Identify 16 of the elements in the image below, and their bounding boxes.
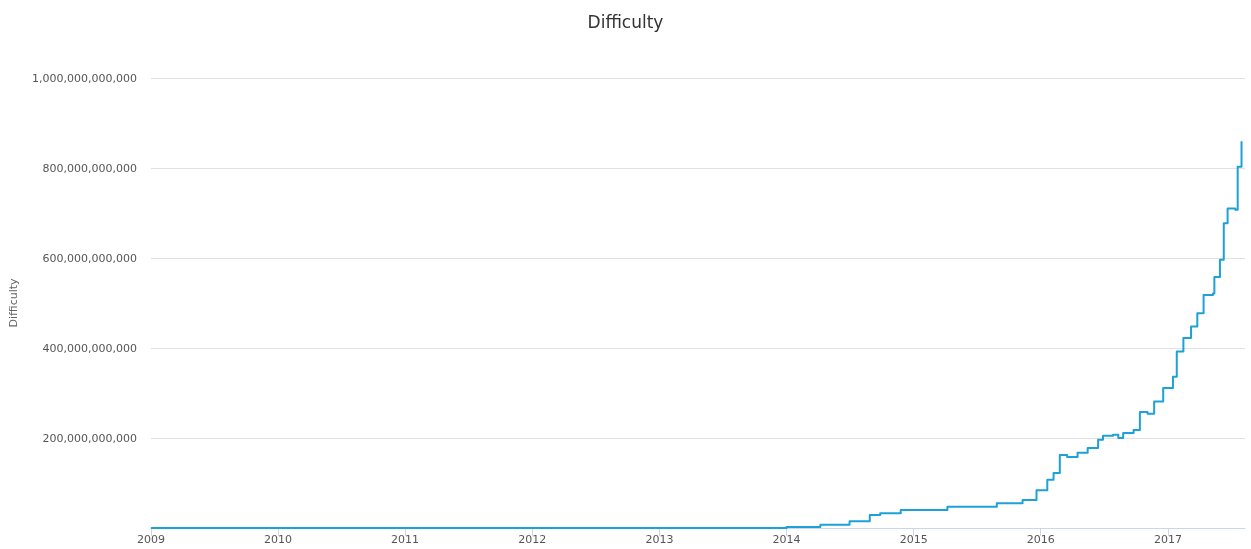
x-tick-label: 2012 bbox=[518, 533, 547, 546]
x-tick-label: 2015 bbox=[899, 533, 928, 546]
y-tick-label: 400,000,000,000 bbox=[42, 341, 137, 355]
y-tick-label: 600,000,000,000 bbox=[42, 251, 137, 265]
x-tick-label: 2014 bbox=[772, 533, 801, 546]
x-tick-label: 2011 bbox=[391, 533, 420, 546]
y-tick-label: 800,000,000,000 bbox=[42, 161, 137, 175]
x-tick-label: 2017 bbox=[1154, 533, 1183, 546]
y-tick-label: 200,000,000,000 bbox=[42, 431, 137, 445]
x-tick-label: 2013 bbox=[645, 533, 674, 546]
x-tick-label: 2009 bbox=[137, 533, 165, 546]
y-axis-title: Difficulty bbox=[7, 277, 20, 328]
chart-title: Difficulty bbox=[587, 11, 664, 32]
y-tick-label: 1,000,000,000,000 bbox=[32, 71, 137, 85]
x-tick-label: 2016 bbox=[1026, 533, 1055, 546]
x-tick-label: 2010 bbox=[264, 533, 293, 546]
